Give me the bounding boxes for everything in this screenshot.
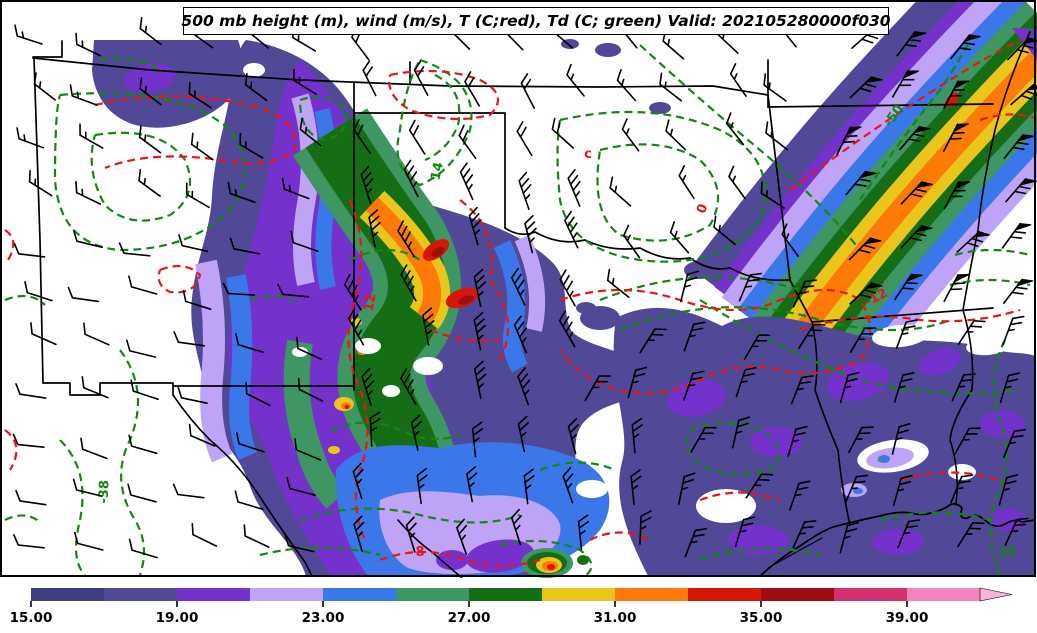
colorbar-band [688,588,761,601]
contour-label: -38 [97,480,113,504]
wind-barbs-layer [12,14,1037,559]
colorbar-band [31,588,104,601]
colorbar-band [907,588,980,601]
colorbar-band [250,588,323,601]
colorbar-tick-label: 23.00 [302,610,345,626]
contour-label: 14 [428,161,446,182]
colorbar-band [177,588,250,601]
colorbar-band [323,588,396,601]
coastline [759,502,1036,577]
ne-moisture-band [690,0,1037,399]
map-title: 500 mb height (m), wind (m/s), T (C;red)… [181,12,891,30]
colorbar-band [396,588,469,601]
colorbar-band [469,588,542,601]
map-frame [0,0,1036,577]
contour-label: c [584,147,592,162]
colorbar-band [615,588,688,601]
colorbar-tick-label: 35.00 [740,610,783,626]
colorbar-over-arrow [979,587,1013,602]
contour-label: 12 [362,292,380,312]
contour-label: 8 [415,545,424,560]
wind-barb-staffs [12,14,1037,559]
contour-label: 32 [997,544,1017,562]
colorbar-band [834,588,907,601]
bottom-center-moisture [335,442,610,578]
temperature-contours [4,39,1036,567]
dewpoint-contours [4,39,1031,577]
colorbar-tick-label: 19.00 [156,610,199,626]
southeast-moisture-mass [576,307,1035,576]
state-borders [32,40,994,396]
colorbar-band [542,588,615,601]
title-box: 500 mb height (m), wind (m/s), T (C;red)… [181,7,891,35]
colorbar: 15.00 19.00 23.00 27.00 31.00 35.00 39.00 [10,587,1013,626]
colorbar-tick-label: 39.00 [886,610,929,626]
colorbar-band [104,588,177,601]
colorbar-tick-label: 15.00 [10,610,53,626]
topleft-moisture-patch [92,40,243,128]
colorbar-band [761,588,834,601]
colorbar-tick-label: 27.00 [448,610,491,626]
colorbar-tick-label: 31.00 [594,610,637,626]
